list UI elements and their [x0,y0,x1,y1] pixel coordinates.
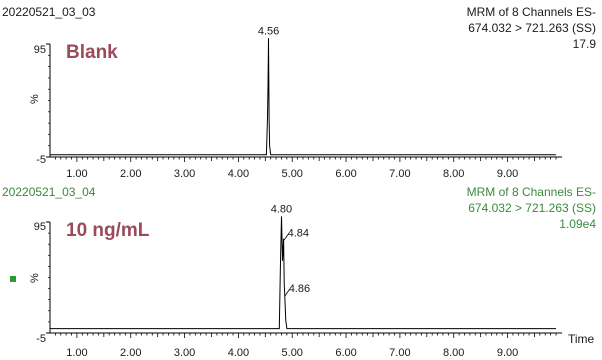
intensity-value: 1.09e4 [559,217,596,231]
trace-line [50,38,556,156]
x-tick-label: 9.00 [497,347,518,359]
x-tick-label: 5.00 [282,347,303,359]
x-tick-label: 4.00 [228,168,249,180]
x-tick-label: 2.00 [120,347,141,359]
panel-blank: 20220521_03_03 MRM of 8 Channels ES- 674… [2,5,596,180]
y-tick-max: 95 [34,221,46,233]
method-line1: MRM of 8 Channels ES- [467,185,596,199]
peak-label: 4.56 [258,25,279,37]
x-tick-label: 1.00 [66,168,87,180]
x-tick-label: 5.00 [282,168,303,180]
x-tick-label: 2.00 [120,168,141,180]
peak-label: 4.80 [271,203,292,215]
y-axis-label: % [29,94,41,104]
axes [46,221,562,338]
x-tick-label: 6.00 [335,168,356,180]
x-tick-label: 7.00 [389,168,410,180]
x-tick-label: 1.00 [66,347,87,359]
x-tick-labels: 1.00 2.00 3.00 4.00 5.00 6.00 7.00 8.00 9.00 [66,347,518,359]
axes [46,43,562,162]
sample-id: 20220521_03_03 [2,5,96,19]
x-tick-labels: 1.00 2.00 3.00 4.00 5.00 6.00 7.00 8.00 9.00 [66,168,518,180]
trace-line [50,216,556,330]
peak-leader-line [283,233,289,241]
x-tick-label: 6.00 [335,347,356,359]
peak-leader-line [284,288,291,297]
y-tick-max: 95 [34,44,46,56]
x-tick-label: 3.00 [174,347,195,359]
method-line2: 674.032 > 721.263 (SS) [468,201,596,215]
method-line1: MRM of 8 Channels ES- [467,5,596,19]
x-tick-label: 7.00 [389,347,410,359]
x-tick-label: 9.00 [497,168,518,180]
sample-id: 20220521_03_04 [2,185,96,199]
x-axis-label: Time [568,332,595,346]
x-tick-label: 8.00 [443,168,464,180]
legend-marker [10,276,16,282]
peak-label: 4.84 [288,228,309,240]
peak-label: 4.86 [289,283,310,295]
y-tick-min: -5 [36,333,46,345]
sample-label: Blank [66,42,118,63]
chromatogram-trace [50,216,556,330]
panel-10ngml: 20220521_03_04 MRM of 8 Channels ES- 674… [2,185,596,359]
y-axis-label: % [29,273,41,283]
peak-labels: 4.56 [258,25,279,37]
x-tick-label: 4.00 [228,347,249,359]
method-line2: 674.032 > 721.263 (SS) [468,21,596,35]
peak-labels: 4.80 4.84 4.86 [271,203,310,297]
sample-label: 10 ng/mL [66,220,150,241]
chromatogram-trace [50,38,556,156]
x-tick-label: 3.00 [174,168,195,180]
intensity-value: 17.9 [573,37,597,51]
y-tick-min: -5 [36,154,46,166]
x-tick-label: 8.00 [443,347,464,359]
